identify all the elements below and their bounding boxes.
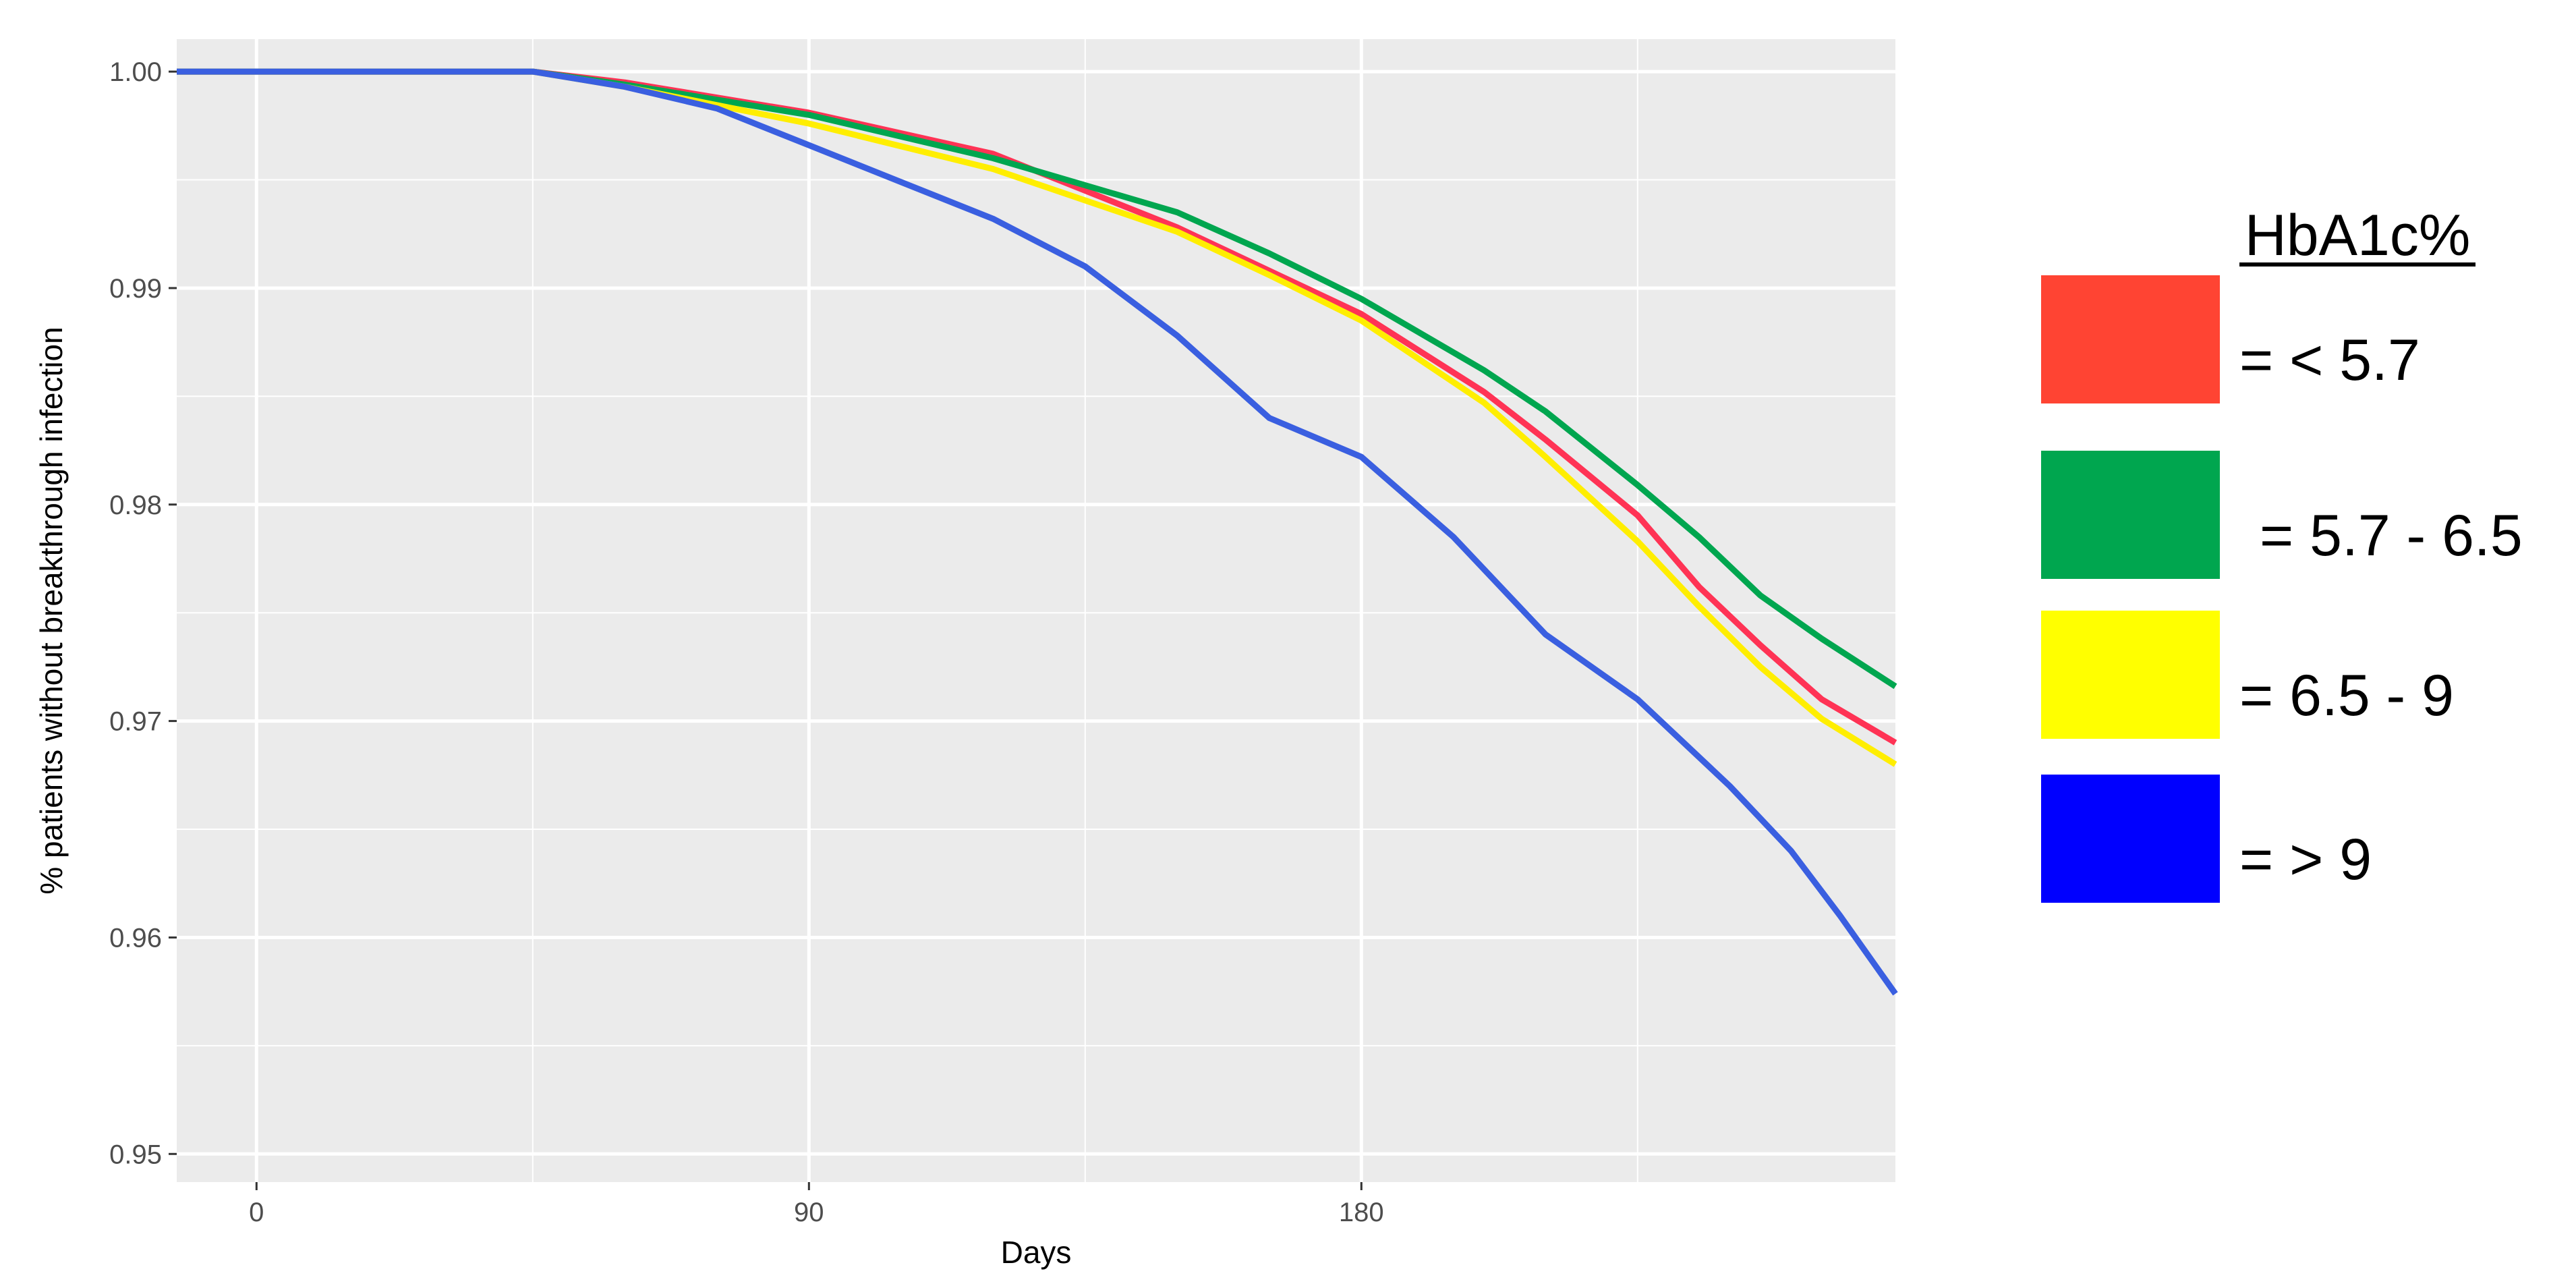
legend-label-4: = > 9 [2239,827,2372,892]
series-layer [177,68,1898,996]
legend: HbA1c% = < 5.7 = 5.7 - 6.5 = 6.5 - 9 = > 9 [2041,203,2523,903]
series-line-2 [177,68,1897,690]
legend-swatch-4 [2041,775,2220,903]
grid-minor-lines [177,39,1895,1182]
y-axis-title: % patients without breakthrough infectio… [34,327,69,894]
y-tick-label: 0.97 [109,707,162,737]
y-tick-label: 1.00 [109,57,162,87]
grid-major-lines [177,39,1895,1182]
y-tick-label: 0.98 [109,491,162,520]
legend-title: HbA1c% [2245,203,2471,268]
plot-background [177,39,1895,1182]
legend-swatch-1 [2041,275,2220,403]
x-tick-label: 180 [1339,1198,1384,1227]
y-axis-ticks: 0.95 0.96 0.97 0.98 0.99 1.00 [109,57,177,1169]
legend-label-3: = 6.5 - 9 [2239,663,2454,728]
legend-label-2: = 5.7 - 6.5 [2260,503,2523,568]
x-axis-title: Days [1001,1235,1072,1270]
x-axis-ticks: 0 90 180 [249,1182,1384,1227]
legend-swatch-2 [2041,451,2220,579]
y-tick-label: 0.95 [109,1140,162,1169]
series-line-4 [177,68,1898,996]
x-tick-label: 90 [794,1198,824,1227]
y-tick-label: 0.99 [109,274,162,304]
legend-swatch-3 [2041,611,2220,739]
x-tick-label: 0 [249,1198,264,1227]
legend-label-1: = < 5.7 [2239,328,2420,393]
y-tick-label: 0.96 [109,923,162,953]
